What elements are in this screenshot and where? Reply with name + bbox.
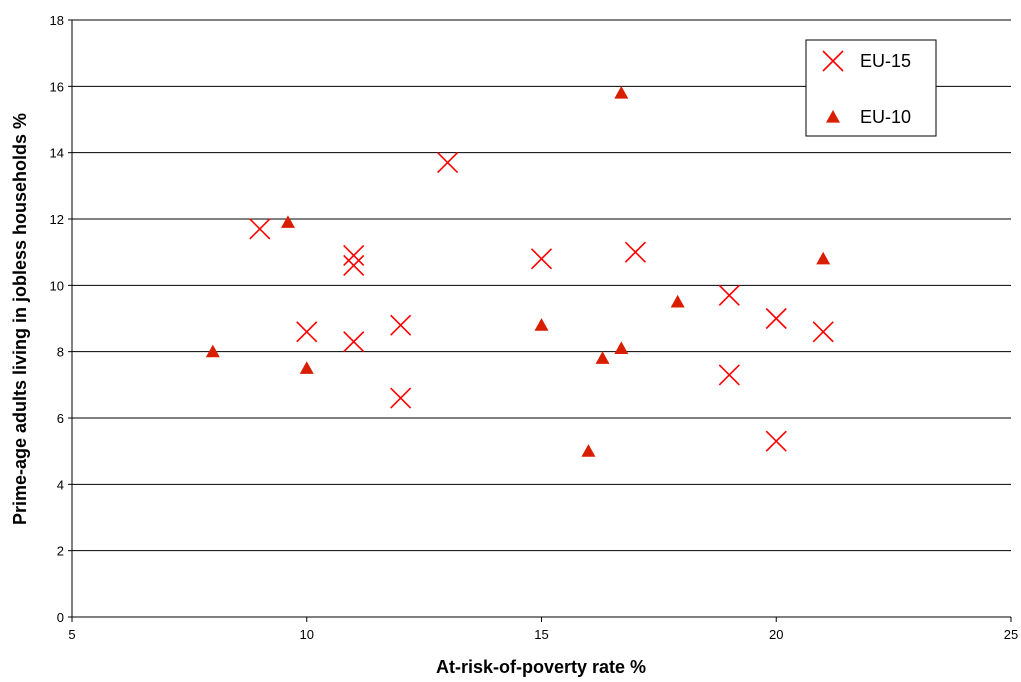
x-tick-labels: 5 10 15 20 25 <box>68 627 1018 642</box>
triangle-marker-point <box>614 85 629 99</box>
x-marker-point <box>812 321 834 343</box>
x-marker-point <box>530 248 553 270</box>
y-axis-title: Prime-age adults living in jobless house… <box>10 113 30 525</box>
legend-label: EU-15 <box>860 51 911 71</box>
x-tick-label: 25 <box>1004 627 1018 642</box>
y-tick-label: 2 <box>57 544 64 559</box>
y-tick-label: 16 <box>50 79 64 94</box>
series-eu-10 <box>205 85 831 457</box>
x-marker-point <box>343 254 365 276</box>
legend: EU-15 EU-10 <box>805 39 937 137</box>
x-marker-point <box>343 331 365 353</box>
x-marker-point <box>718 284 740 306</box>
y-tick-label: 14 <box>50 146 64 161</box>
y-tick-label: 8 <box>57 345 64 360</box>
y-tick-label: 10 <box>50 278 64 293</box>
x-tick-label: 15 <box>534 627 548 642</box>
triangle-marker-point <box>581 444 596 457</box>
x-marker-point <box>390 387 412 409</box>
triangle-marker-point <box>614 341 629 354</box>
x-marker-point <box>249 218 271 240</box>
x-marker-point <box>437 152 459 174</box>
legend-label: EU-10 <box>860 107 911 127</box>
legend-triangle-marker <box>826 110 840 123</box>
x-marker-point <box>718 364 740 386</box>
series-eu-15 <box>249 152 834 452</box>
triangle-marker-point <box>670 294 685 308</box>
x-marker-point <box>343 244 365 267</box>
triangle-marker-point <box>280 215 295 228</box>
legend-x-marker <box>822 50 844 72</box>
y-tick-label: 12 <box>50 212 64 227</box>
y-tick-label: 6 <box>57 411 64 426</box>
x-tick-label: 20 <box>769 627 783 642</box>
x-tick-label: 10 <box>300 627 314 642</box>
triangle-marker-point <box>816 251 831 265</box>
x-marker-point <box>390 314 412 336</box>
y-tick-labels: 0 2 4 6 8 10 12 14 16 18 <box>50 13 64 625</box>
x-axis-title: At-risk-of-poverty rate % <box>436 657 646 677</box>
x-marker-point <box>765 430 787 452</box>
gridlines <box>72 19 1011 552</box>
x-marker-point <box>624 241 646 263</box>
y-tick-label: 18 <box>50 13 64 28</box>
y-tick-label: 0 <box>57 610 64 625</box>
data-points <box>205 85 834 457</box>
triangle-marker-point <box>205 344 220 358</box>
triangle-marker-point <box>595 351 610 364</box>
triangle-marker-point <box>534 318 549 331</box>
triangle-marker-point <box>299 361 314 374</box>
x-tick-label: 5 <box>68 627 75 642</box>
y-tick-label: 4 <box>57 477 64 492</box>
axes <box>68 19 1012 622</box>
x-marker-point <box>296 321 318 343</box>
x-marker-point <box>765 307 787 330</box>
